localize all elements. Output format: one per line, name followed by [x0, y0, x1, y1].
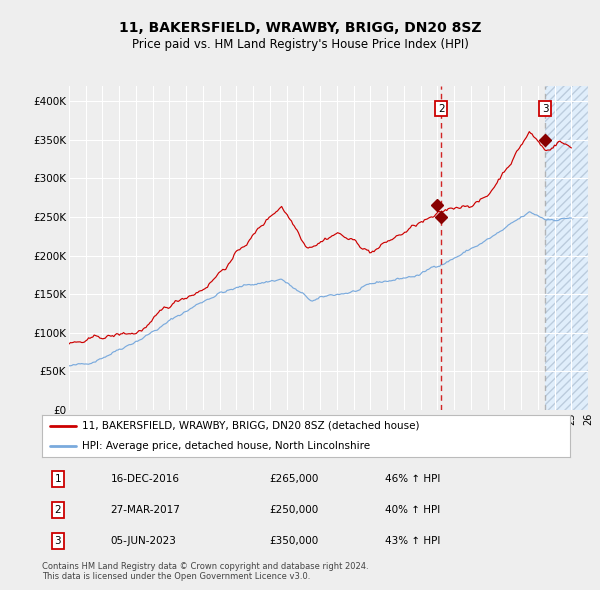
- Text: 2: 2: [55, 505, 61, 514]
- Text: 1: 1: [55, 474, 61, 484]
- Text: Price paid vs. HM Land Registry's House Price Index (HPI): Price paid vs. HM Land Registry's House …: [131, 38, 469, 51]
- Text: 27-MAR-2017: 27-MAR-2017: [110, 505, 181, 514]
- Text: £265,000: £265,000: [269, 474, 319, 484]
- Text: 05-JUN-2023: 05-JUN-2023: [110, 536, 176, 546]
- Text: HPI: Average price, detached house, North Lincolnshire: HPI: Average price, detached house, Nort…: [82, 441, 370, 451]
- Text: 40% ↑ HPI: 40% ↑ HPI: [385, 505, 440, 514]
- Text: 3: 3: [55, 536, 61, 546]
- Text: 16-DEC-2016: 16-DEC-2016: [110, 474, 179, 484]
- Text: £250,000: £250,000: [269, 505, 318, 514]
- Text: This data is licensed under the Open Government Licence v3.0.: This data is licensed under the Open Gov…: [42, 572, 310, 581]
- Text: Contains HM Land Registry data © Crown copyright and database right 2024.: Contains HM Land Registry data © Crown c…: [42, 562, 368, 571]
- Text: 11, BAKERSFIELD, WRAWBY, BRIGG, DN20 8SZ: 11, BAKERSFIELD, WRAWBY, BRIGG, DN20 8SZ: [119, 21, 481, 35]
- Text: 11, BAKERSFIELD, WRAWBY, BRIGG, DN20 8SZ (detached house): 11, BAKERSFIELD, WRAWBY, BRIGG, DN20 8SZ…: [82, 421, 419, 431]
- Text: 43% ↑ HPI: 43% ↑ HPI: [385, 536, 440, 546]
- Bar: [545, 86, 596, 410]
- Text: 3: 3: [542, 104, 548, 114]
- Bar: [545, 86, 596, 410]
- Text: 46% ↑ HPI: 46% ↑ HPI: [385, 474, 440, 484]
- Text: 2: 2: [438, 104, 445, 114]
- Text: £350,000: £350,000: [269, 536, 318, 546]
